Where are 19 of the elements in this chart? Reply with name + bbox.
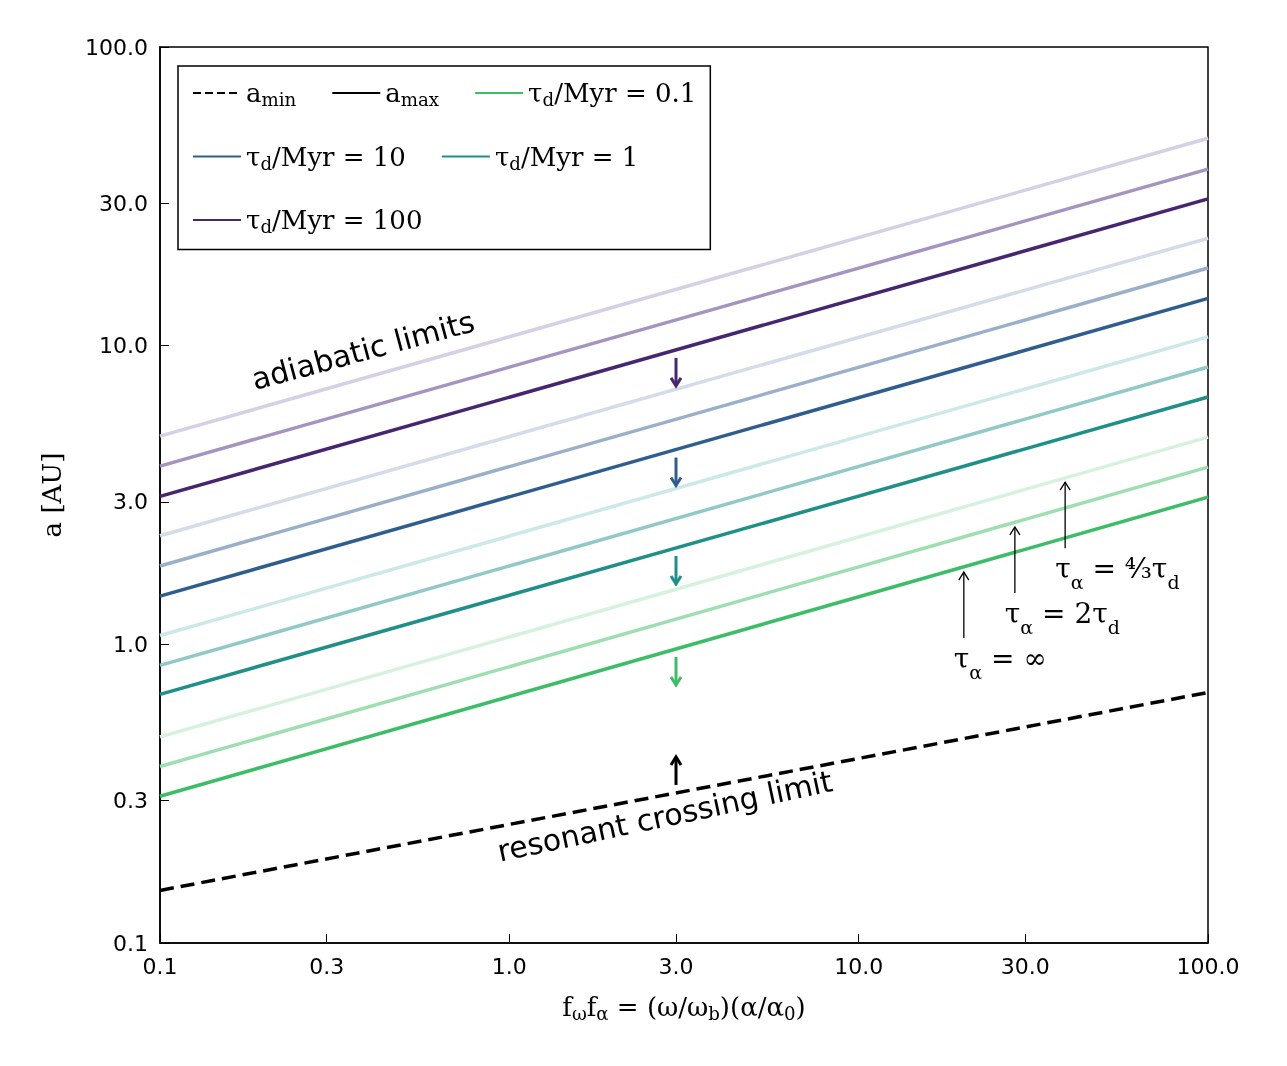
y-tick-label: 10.0 — [99, 333, 148, 359]
x-tick-label: 1.0 — [491, 953, 527, 979]
x-tick-label: 3.0 — [658, 953, 694, 979]
annotation: τ$_{α}$ = ∞ — [953, 642, 1047, 684]
annotation: τ$_{α}$ = 2τ$_{d}$ — [1004, 596, 1120, 638]
annotation: resonant crossing limit — [494, 763, 836, 869]
y-axis-title: a [AU] — [37, 452, 67, 538]
y-tick-label: 30.0 — [99, 190, 148, 216]
y-tick-label: 100.0 — [85, 34, 148, 60]
y-tick-label: 3.0 — [113, 489, 148, 515]
y-tick-label: 0.3 — [113, 788, 148, 813]
y-tick-label: 0.1 — [113, 930, 148, 956]
x-tick-label: 10.0 — [834, 953, 884, 979]
x-tick-label: 0.1 — [142, 953, 178, 979]
x-tick-label: 0.3 — [309, 953, 345, 979]
x-tick-label: 30.0 — [1000, 953, 1050, 979]
x-tick-label: 100.0 — [1176, 953, 1240, 979]
annotation: τ$_{α}$ = ⁴⁄₃τ$_{d}$ — [1055, 552, 1180, 594]
y-tick-label: 1.0 — [113, 631, 148, 657]
